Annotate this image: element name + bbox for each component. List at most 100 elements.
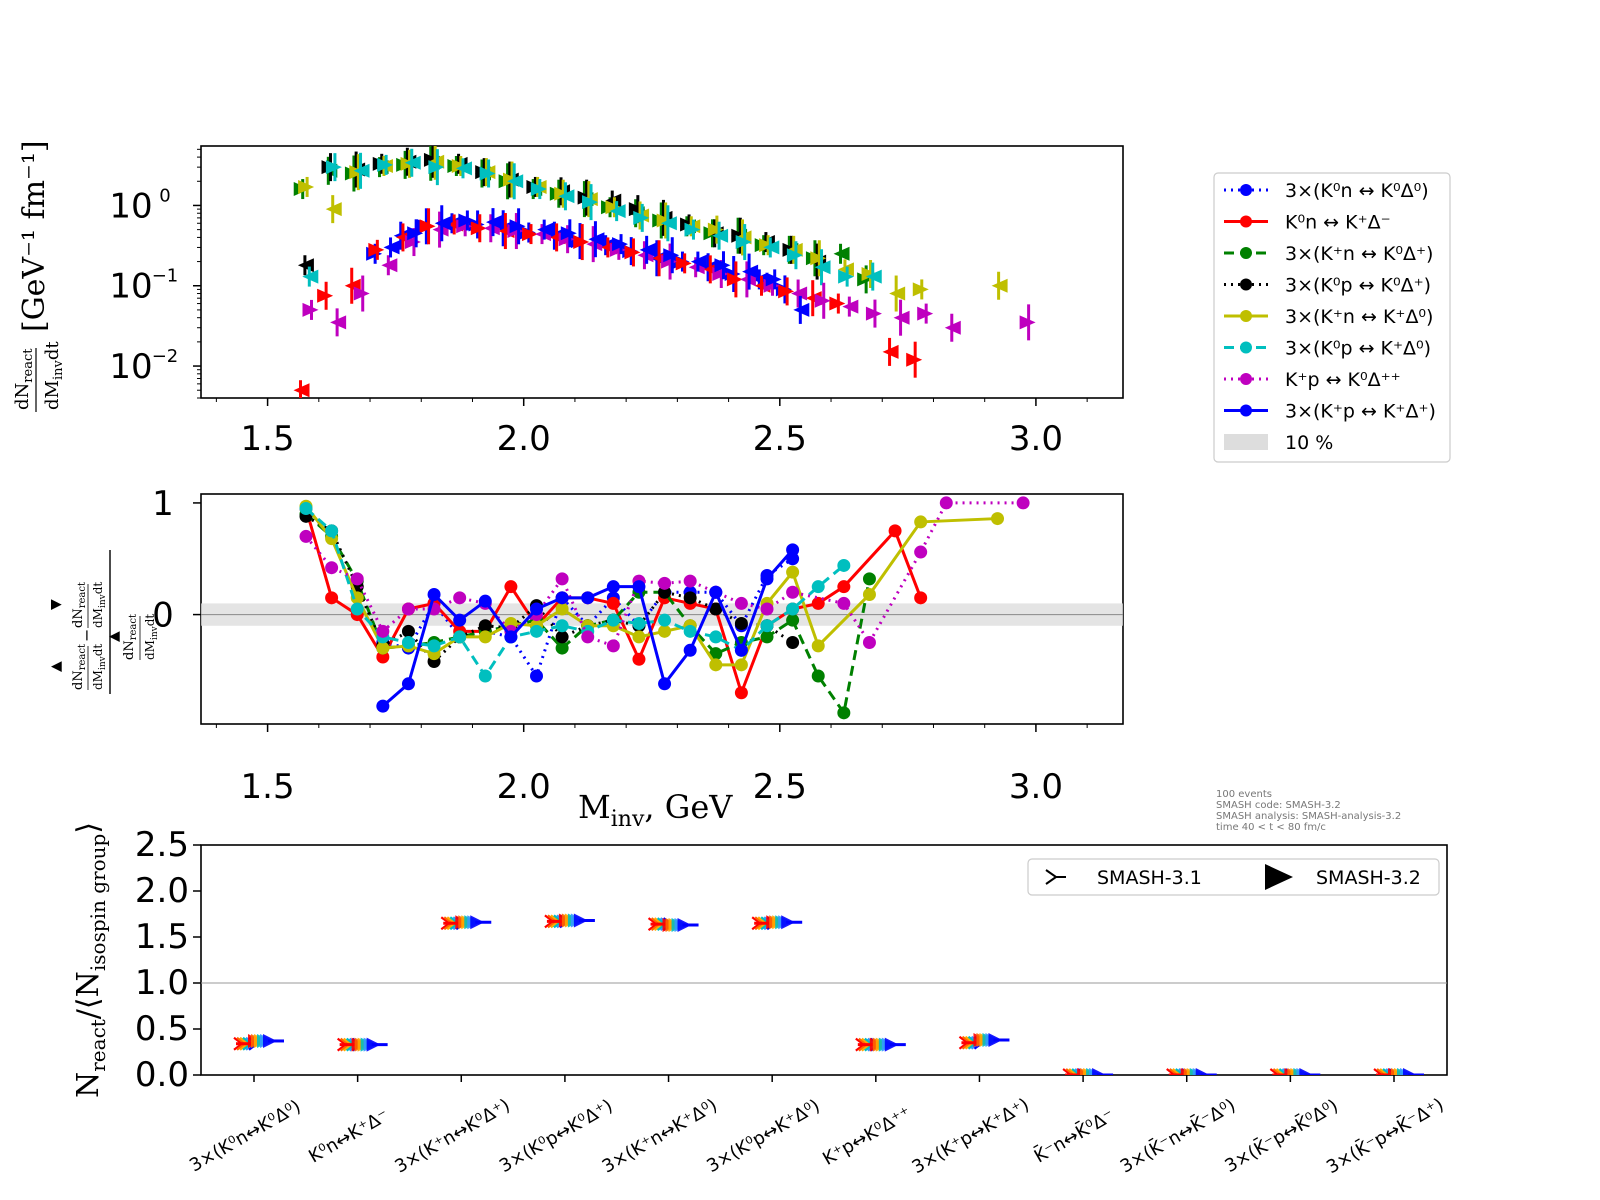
data-point — [914, 545, 928, 559]
triangle-marker — [368, 242, 385, 257]
category-tick-label: 3×(K⁰n↔K⁰Δ⁰) — [186, 1096, 304, 1177]
metadata-line: SMASH code: SMASH-3.2 — [1216, 800, 1341, 811]
data-point — [658, 677, 672, 691]
data-point — [376, 650, 390, 664]
triangle-marker — [882, 344, 899, 359]
data-point — [555, 572, 569, 586]
data-point — [734, 617, 748, 631]
mid-y-tri-down: ▼ — [48, 599, 64, 610]
data-point — [709, 585, 723, 599]
data-point — [453, 613, 467, 627]
triangle-marker — [383, 240, 400, 255]
triangle-marker — [507, 174, 524, 189]
data-point — [709, 602, 723, 616]
data-point — [760, 619, 774, 633]
data-point — [504, 580, 518, 594]
triangle-marker — [917, 306, 934, 321]
category-tick-label: 3×(K̄⁻p↔K̄⁰Δ⁰) — [1221, 1094, 1342, 1177]
triangle-marker — [407, 226, 424, 241]
x-tick-label: 3.0 — [1009, 767, 1063, 807]
triangle-marker — [353, 286, 370, 301]
data-point — [837, 596, 851, 610]
series-legend: 3×(K⁰n ↔ K⁰Δ⁰) K⁰n ↔ K⁺Δ⁻ 3×(K⁺n ↔ K⁰Δ⁺) 3×… — [1213, 172, 1451, 463]
legend-label: 3×(K⁰n ↔ K⁰Δ⁰) — [1285, 180, 1429, 202]
data-point — [299, 529, 313, 543]
legend-label: 10 % — [1285, 432, 1333, 454]
triangle-marker — [434, 216, 451, 231]
data-point — [760, 630, 774, 644]
triangle-marker — [763, 240, 780, 255]
x-tick-label: 2.5 — [753, 419, 807, 459]
triangle-marker — [530, 182, 547, 197]
data-point — [632, 617, 646, 631]
triangle-marker — [298, 179, 315, 194]
triangle-marker — [742, 264, 759, 279]
tri-right-marker — [1166, 1068, 1183, 1075]
triangle-marker — [707, 222, 724, 237]
triangle-marker — [451, 158, 468, 173]
middle-plot-marks — [299, 496, 1030, 720]
triangle-marker — [377, 157, 394, 172]
triangle-marker — [353, 163, 370, 178]
data-point — [606, 596, 620, 610]
category-tick-label: K⁺p↔K⁰Δ⁺⁺ — [819, 1103, 915, 1170]
triangle-marker — [588, 232, 605, 247]
data-point — [658, 624, 672, 638]
data-point — [1016, 496, 1030, 510]
data-point — [734, 686, 748, 700]
data-point — [786, 635, 800, 649]
data-point — [350, 572, 364, 586]
tri-right-marker — [1062, 1068, 1080, 1075]
metadata-line: 100 events — [1216, 789, 1272, 800]
series-line — [382, 557, 794, 680]
data-point — [478, 594, 492, 608]
tri-right-marker — [1379, 1068, 1396, 1075]
triangle-marker — [330, 315, 347, 330]
category-tick-label: 3×(K⁺n↔K⁰Δ⁺) — [391, 1095, 513, 1178]
top-y-fraction-den: dMinvdt — [42, 341, 66, 410]
data-point — [504, 630, 518, 644]
category-tick-label: 3×(K⁺p↔K⁺Δ⁺) — [909, 1094, 1033, 1178]
mid-y-den-b: dMinvdt — [91, 582, 108, 628]
data-point — [786, 565, 800, 579]
y-tick-exponent: −2 — [152, 346, 179, 367]
triangle-marker — [628, 202, 645, 217]
data-point — [376, 699, 390, 713]
triangle-marker — [735, 235, 752, 250]
bottom-axes — [200, 844, 1448, 1076]
triangle-marker — [791, 286, 808, 301]
data-point — [786, 613, 800, 627]
x-tick-label: 2.0 — [497, 419, 551, 459]
category-tick-label: K⁰n↔K⁺Δ⁻ — [305, 1105, 392, 1168]
tri-right-marker — [1169, 1068, 1186, 1075]
y-tick-label: 10 — [109, 267, 152, 307]
triangle-marker — [554, 186, 571, 201]
category-tick-label: 3×(K̄⁻p↔K̄⁻Δ⁺) — [1322, 1093, 1447, 1178]
legend-marker — [1240, 373, 1252, 385]
triangle-marker — [1092, 1068, 1107, 1075]
legend-label: 3×(K⁰p ↔ K⁺Δ⁰) — [1285, 338, 1431, 360]
data-point — [939, 496, 953, 510]
triangle-marker — [842, 299, 859, 314]
data-point — [555, 591, 569, 605]
data-point — [811, 596, 825, 610]
y-tick-label: 10 — [109, 347, 152, 387]
bottom-y-text: Nreact/⟨Nisospin group⟩ — [71, 822, 110, 1098]
data-point — [401, 635, 415, 649]
data-point — [837, 558, 851, 572]
data-point — [555, 641, 569, 655]
triangle-marker — [726, 272, 743, 287]
triangle-marker — [633, 210, 650, 225]
triangle-marker — [690, 254, 707, 269]
triangle-marker — [560, 226, 577, 241]
data-point — [914, 591, 928, 605]
category-tick-label: 3×(K⁰p↔K⁰Δ⁺) — [496, 1095, 616, 1177]
triangle-marker — [714, 258, 731, 273]
triangle-marker — [293, 383, 310, 398]
data-point — [658, 585, 672, 599]
triangle-marker — [381, 258, 398, 273]
data-point — [632, 580, 646, 594]
top-axes — [200, 145, 1124, 399]
data-point — [401, 624, 415, 638]
